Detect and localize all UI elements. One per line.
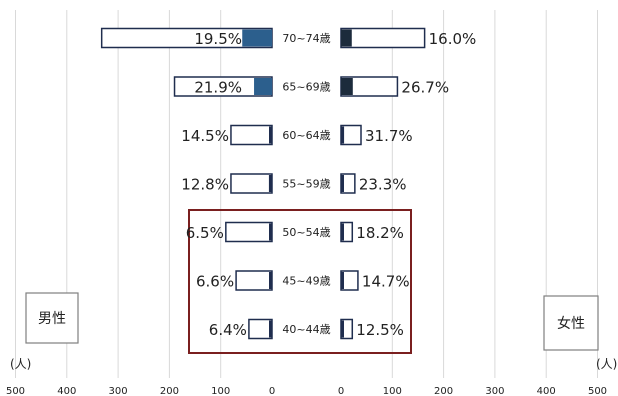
legend-box-female [543,295,599,351]
legend-label-male: 男性 [38,311,66,327]
bar-male-shaded [268,175,272,192]
percent-label-female: 23.3% [359,176,407,194]
bar-male-shaded [254,78,272,95]
x-tick-label: 400 [537,386,556,396]
x-tick-label: 200 [434,386,453,396]
legend-label-female: 女性 [557,315,585,332]
bar-female-shaded [341,78,353,95]
percent-label-male: 6.6% [196,273,234,291]
bar-female-shaded [341,29,352,47]
bar-male [235,270,273,291]
bar-female-shaded [341,175,344,192]
bar-male [225,221,273,243]
percent-label-male: 14.5% [181,127,229,145]
x-tick-label: 400 [57,386,76,396]
percent-label-male: 21.9% [194,79,242,97]
bar-male-shaded [269,223,272,241]
category-label: 55~59歳 [282,178,330,191]
percent-label-female: 12.5% [356,321,404,339]
x-tick-label: 0 [269,386,275,396]
percent-label-female: 14.7% [362,273,410,291]
percent-label-female: 16.0% [429,30,477,48]
x-tick-label: 300 [109,386,128,396]
x-tick-label: 100 [211,386,230,396]
labels: 70~74歳 19.5% 16.0% 65~69歳 21.9% 26.7% 60~64歳 14… [181,30,476,339]
x-tick-labels: 500 500 400 400 300 300 200 200 100 100 0 0 (人) (人) [6,357,617,396]
x-tick-label: 300 [485,386,504,396]
x-tick-label: 500 [6,386,25,396]
percent-label-male: 19.5% [194,30,242,48]
category-label: 45~49歳 [282,275,330,288]
percent-label-male: 6.5% [186,224,224,242]
bar-female-shaded [341,126,345,144]
bar-female-shaded [341,320,344,338]
percent-label-male: 6.4% [209,321,247,339]
x-tick-label: 500 [588,386,607,396]
bar-male-shaded [269,272,272,289]
unit-label-left: (人) [10,357,31,371]
bar-male [230,124,273,146]
category-label: 40~44歳 [282,323,330,336]
x-tick-label: 200 [160,386,179,396]
category-label: 60~64歳 [282,129,330,142]
unit-label-right: (人) [596,357,617,371]
legend-boxes: 男性 女性 [25,292,599,351]
x-tick-label: 100 [383,386,402,396]
percent-label-female: 31.7% [365,127,413,145]
bar-female-shaded [341,223,344,241]
category-label: 65~69歳 [282,81,330,94]
bar-female [340,27,426,49]
percent-label-female: 26.7% [401,79,449,97]
category-label: 50~54歳 [282,226,330,239]
bar-male [230,173,273,194]
percent-label-male: 12.8% [181,176,229,194]
percent-label-female: 18.2% [356,224,404,242]
highlight-box-group [188,209,412,354]
bar-female-shaded [341,272,344,289]
bar-male-shaded [269,126,272,144]
legend-box-male [25,292,79,344]
gridlines [15,10,598,378]
x-tick-label: 0 [338,386,344,396]
highlight-box [188,209,412,354]
bars [100,27,426,340]
bar-male [248,318,273,340]
category-label: 70~74歳 [282,32,330,45]
bar-male-shaded [242,29,272,47]
bar-male-shaded [269,320,272,338]
